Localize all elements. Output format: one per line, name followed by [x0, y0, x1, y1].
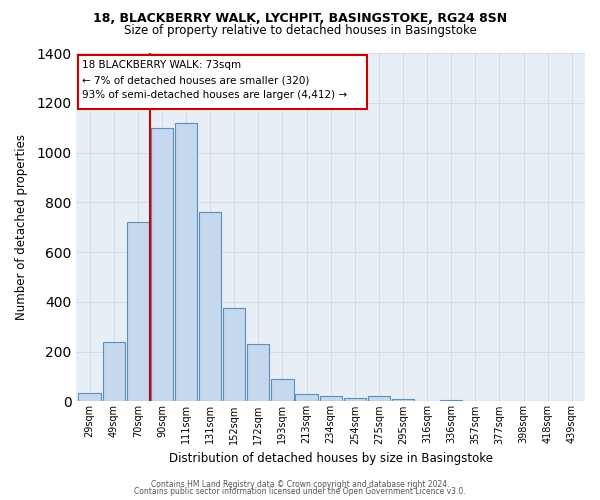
- Bar: [103, 342, 125, 402]
- Bar: [199, 212, 221, 402]
- Text: 18 BLACKBERRY WALK: 73sqm
← 7% of detached houses are smaller (320)
93% of semi-: 18 BLACKBERRY WALK: 73sqm ← 7% of detach…: [82, 60, 347, 100]
- Bar: [344, 398, 366, 402]
- X-axis label: Distribution of detached houses by size in Basingstoke: Distribution of detached houses by size …: [169, 452, 493, 465]
- Bar: [127, 222, 149, 402]
- Text: Size of property relative to detached houses in Basingstoke: Size of property relative to detached ho…: [124, 24, 476, 37]
- Bar: [440, 400, 462, 402]
- Bar: [79, 392, 101, 402]
- Bar: [368, 396, 390, 402]
- Bar: [77, 56, 367, 109]
- Bar: [320, 396, 342, 402]
- Bar: [247, 344, 269, 402]
- Text: Contains public sector information licensed under the Open Government Licence v3: Contains public sector information licen…: [134, 487, 466, 496]
- Bar: [151, 128, 173, 402]
- Text: 18, BLACKBERRY WALK, LYCHPIT, BASINGSTOKE, RG24 8SN: 18, BLACKBERRY WALK, LYCHPIT, BASINGSTOK…: [93, 12, 507, 26]
- Y-axis label: Number of detached properties: Number of detached properties: [15, 134, 28, 320]
- Bar: [223, 308, 245, 402]
- Text: Contains HM Land Registry data © Crown copyright and database right 2024.: Contains HM Land Registry data © Crown c…: [151, 480, 449, 489]
- Bar: [392, 399, 414, 402]
- Bar: [295, 394, 317, 402]
- Bar: [271, 379, 293, 402]
- Bar: [175, 122, 197, 402]
